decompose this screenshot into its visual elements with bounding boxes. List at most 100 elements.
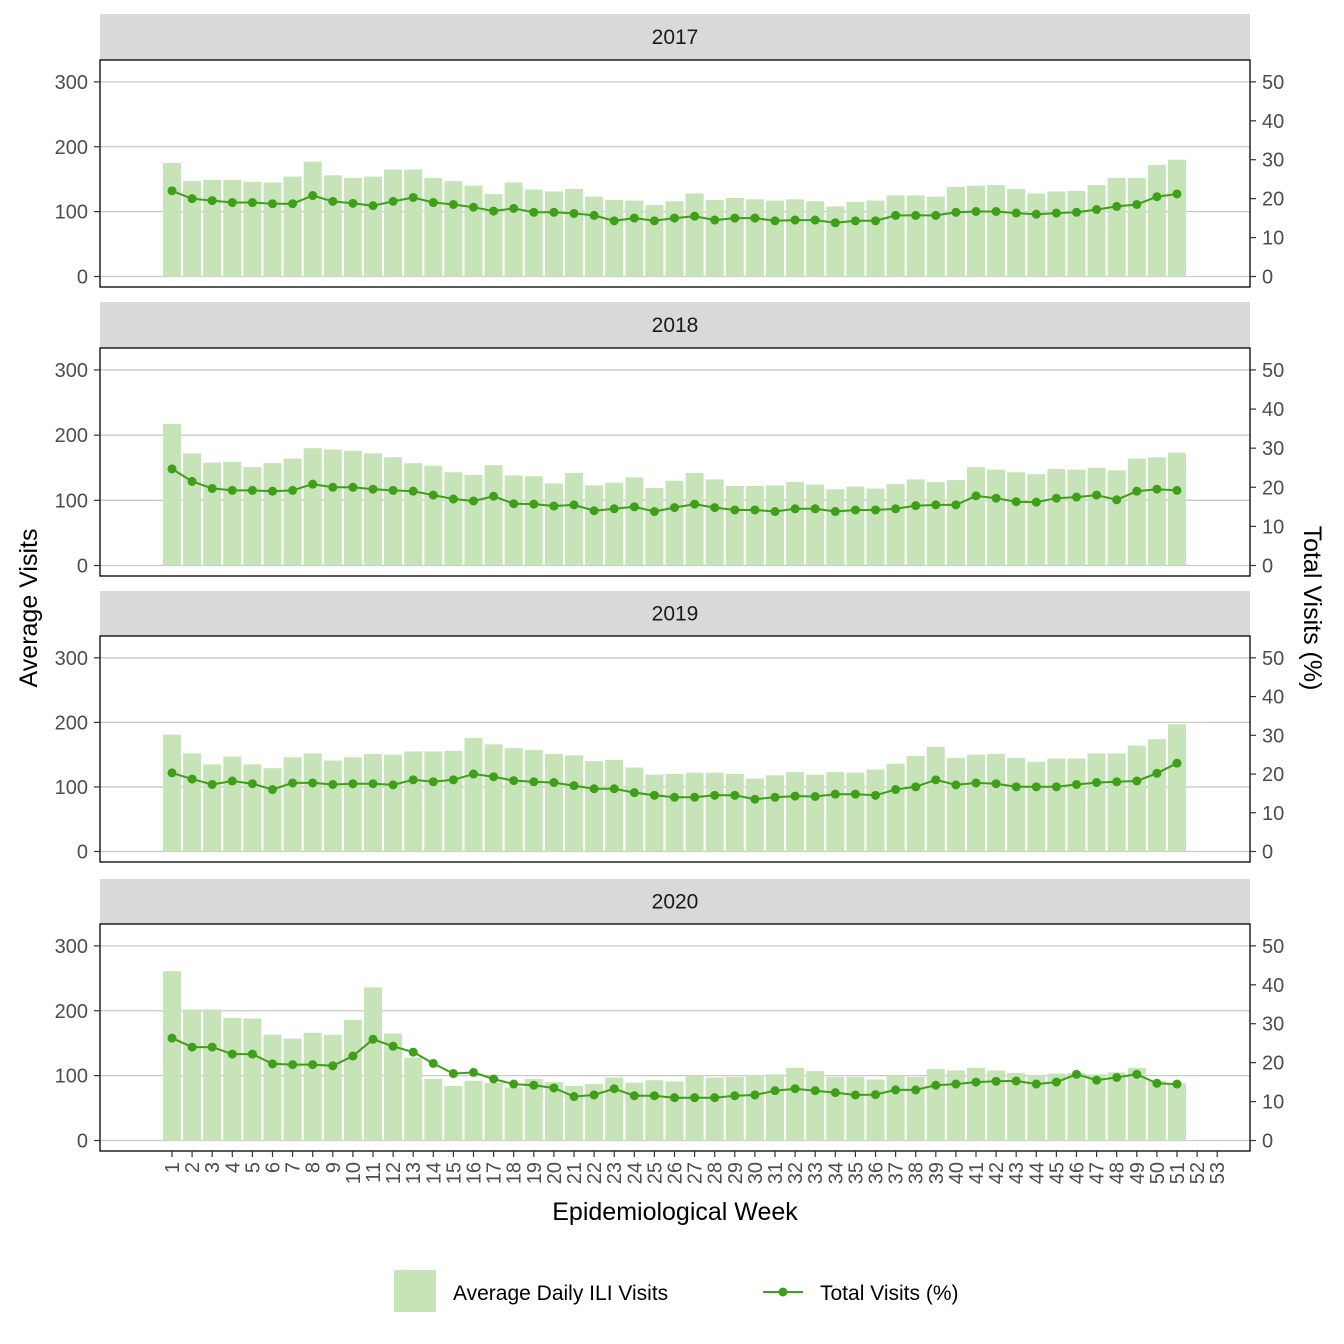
point-week-32 bbox=[790, 215, 800, 225]
point-week-21 bbox=[569, 1092, 579, 1102]
bar-week-15 bbox=[444, 750, 463, 852]
bar-week-7 bbox=[283, 458, 302, 566]
legend-line-label: Total Visits (%) bbox=[820, 1282, 958, 1305]
y-left-tick-label: 200 bbox=[55, 425, 88, 447]
point-week-10 bbox=[348, 198, 358, 208]
point-week-9 bbox=[328, 482, 338, 492]
point-week-5 bbox=[247, 485, 257, 495]
bar-week-10 bbox=[343, 757, 362, 852]
bar-week-45 bbox=[1047, 469, 1066, 566]
bar-week-40 bbox=[946, 480, 965, 566]
bar-week-41 bbox=[967, 185, 985, 277]
bar-week-4 bbox=[223, 1017, 242, 1141]
x-tick-label: 52 bbox=[1187, 1162, 1209, 1184]
bar-week-22 bbox=[585, 485, 604, 566]
point-week-30 bbox=[750, 213, 760, 223]
point-week-7 bbox=[288, 1060, 298, 1070]
point-week-42 bbox=[991, 1076, 1001, 1086]
point-week-47 bbox=[1092, 490, 1102, 500]
bar-week-11 bbox=[364, 453, 382, 566]
x-tick-label: 51 bbox=[1167, 1162, 1189, 1184]
bar-week-9 bbox=[323, 449, 342, 566]
point-week-25 bbox=[649, 1091, 659, 1101]
strip-background bbox=[100, 302, 1250, 348]
point-week-10 bbox=[348, 482, 358, 492]
y-right-tick-label: 20 bbox=[1262, 764, 1284, 786]
point-week-20 bbox=[549, 1083, 559, 1093]
x-tick-label: 22 bbox=[584, 1162, 606, 1184]
bar-week-38 bbox=[906, 1076, 925, 1141]
bar-week-43 bbox=[1007, 757, 1026, 852]
bar-week-44 bbox=[1027, 761, 1046, 852]
x-tick-label: 20 bbox=[544, 1162, 566, 1184]
point-week-23 bbox=[609, 216, 619, 226]
point-week-8 bbox=[308, 1060, 318, 1070]
bar-week-34 bbox=[826, 1076, 845, 1141]
bar-week-15 bbox=[444, 472, 463, 566]
bar-week-9 bbox=[323, 1034, 342, 1141]
point-week-44 bbox=[1031, 782, 1041, 792]
bar-week-23 bbox=[605, 759, 624, 852]
y-right-tick-label: 50 bbox=[1262, 360, 1284, 382]
strip-label: 2017 bbox=[652, 26, 699, 49]
panel-border bbox=[99, 635, 1251, 863]
point-week-36 bbox=[871, 505, 880, 515]
bar-week-50 bbox=[1147, 1080, 1166, 1141]
x-tick-label: 3 bbox=[202, 1162, 224, 1173]
y-right-tick-label: 50 bbox=[1262, 72, 1284, 94]
bar-week-23 bbox=[605, 1077, 624, 1141]
x-tick-label: 47 bbox=[1087, 1162, 1109, 1184]
point-week-32 bbox=[790, 504, 800, 514]
point-week-3 bbox=[207, 196, 217, 206]
point-week-40 bbox=[951, 1079, 961, 1089]
point-week-21 bbox=[569, 500, 579, 510]
bar-week-10 bbox=[343, 450, 362, 566]
bar-week-40 bbox=[946, 757, 965, 852]
point-week-8 bbox=[308, 191, 318, 201]
point-week-29 bbox=[730, 505, 740, 515]
point-week-38 bbox=[911, 782, 921, 792]
bar-week-3 bbox=[203, 179, 222, 277]
bar-week-46 bbox=[1067, 469, 1086, 566]
x-tick-label: 34 bbox=[825, 1162, 847, 1184]
bar-week-26 bbox=[665, 1081, 684, 1141]
point-week-51 bbox=[1172, 189, 1182, 199]
point-week-46 bbox=[1072, 207, 1081, 217]
bar-week-4 bbox=[223, 756, 242, 852]
point-week-18 bbox=[509, 203, 519, 213]
bar-week-1 bbox=[163, 971, 181, 1141]
bar-week-42 bbox=[987, 469, 1006, 566]
y-right-tick-label: 20 bbox=[1262, 189, 1284, 211]
point-week-14 bbox=[428, 490, 438, 500]
bar-week-37 bbox=[886, 1075, 905, 1141]
point-week-16 bbox=[469, 496, 478, 506]
bar-week-24 bbox=[625, 477, 644, 566]
x-tick-label: 44 bbox=[1026, 1162, 1048, 1184]
bar-week-41 bbox=[967, 754, 985, 852]
y-right-tick-label: 50 bbox=[1262, 936, 1284, 958]
point-week-43 bbox=[1011, 208, 1021, 218]
point-week-4 bbox=[227, 1049, 237, 1059]
bar-week-36 bbox=[866, 200, 885, 277]
bar-week-12 bbox=[384, 754, 403, 852]
point-week-1 bbox=[167, 464, 177, 474]
bar-week-2 bbox=[183, 181, 202, 277]
point-week-25 bbox=[649, 790, 659, 800]
bar-week-34 bbox=[826, 206, 845, 277]
x-tick-label: 53 bbox=[1207, 1162, 1229, 1184]
point-week-27 bbox=[690, 211, 700, 221]
x-tick-label: 31 bbox=[765, 1162, 787, 1184]
x-tick-label: 28 bbox=[705, 1162, 727, 1184]
x-tick-label: 13 bbox=[403, 1162, 425, 1184]
bar-week-45 bbox=[1047, 1073, 1066, 1141]
x-tick-label: 41 bbox=[966, 1162, 988, 1184]
bar-week-24 bbox=[625, 767, 644, 852]
bar-week-44 bbox=[1027, 193, 1046, 277]
point-week-7 bbox=[288, 485, 298, 495]
point-week-22 bbox=[589, 210, 599, 220]
point-week-9 bbox=[328, 1061, 338, 1071]
bar-week-6 bbox=[263, 1034, 282, 1141]
bar-week-45 bbox=[1047, 758, 1066, 852]
x-tick-label: 39 bbox=[926, 1162, 948, 1184]
bar-week-13 bbox=[404, 1057, 423, 1141]
